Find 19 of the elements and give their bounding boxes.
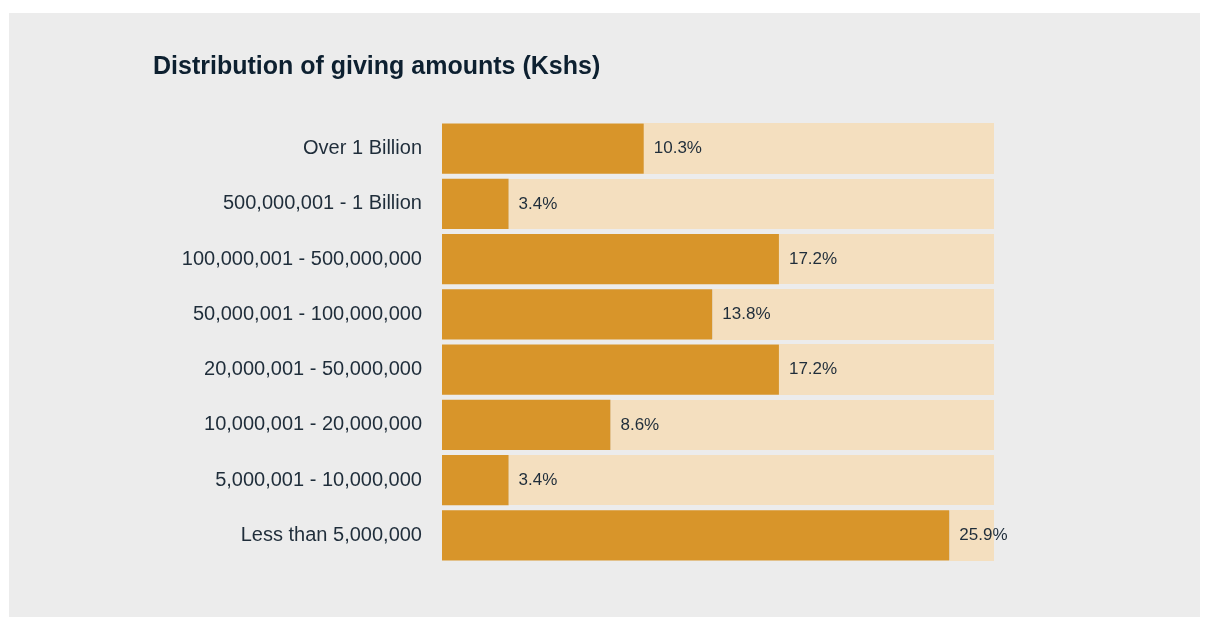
y-tick-label: 100,000,001 - 500,000,000 bbox=[181, 246, 422, 269]
bar bbox=[442, 454, 509, 506]
data-label: 3.4% bbox=[518, 469, 558, 489]
data-label: 17.2% bbox=[788, 248, 838, 268]
data-label: 3.4% bbox=[518, 193, 558, 213]
data-label: 10.3% bbox=[653, 138, 702, 158]
y-tick-label: 5,000,001 - 10,000,000 bbox=[215, 467, 422, 490]
y-tick-label: 500,000,001 - 1 Billion bbox=[222, 191, 422, 214]
data-label: 13.8% bbox=[722, 304, 771, 324]
y-tick-label: 50,000,001 - 100,000,000 bbox=[192, 301, 422, 324]
bar bbox=[442, 178, 509, 230]
y-tick-label: Less than 5,000,000 bbox=[240, 522, 422, 545]
y-tick-label: Over 1 Billion bbox=[303, 136, 422, 159]
y-tick-label: 10,000,001 - 20,000,000 bbox=[204, 412, 422, 435]
y-tick-label: 20,000,001 - 50,000,000 bbox=[204, 357, 422, 380]
data-label: 17.2% bbox=[788, 359, 838, 379]
data-label: 25.9% bbox=[959, 525, 1008, 545]
data-label: 8.6% bbox=[620, 414, 660, 434]
chart-title: Distribution of giving amounts (Kshs) bbox=[153, 51, 601, 80]
